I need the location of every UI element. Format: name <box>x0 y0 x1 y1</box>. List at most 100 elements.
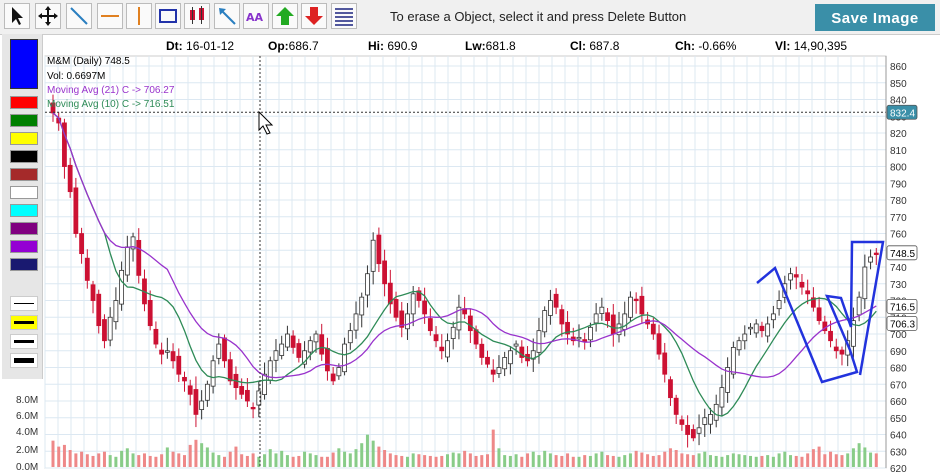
ma21-value-tag: 706.3 <box>886 316 918 331</box>
candle-body <box>805 290 811 295</box>
up-arrow-icon[interactable] <box>272 3 298 29</box>
candle-body <box>90 284 96 301</box>
candle-body <box>387 282 393 305</box>
svg-text:716.5: 716.5 <box>890 302 915 313</box>
color-swatch-white[interactable] <box>10 186 38 199</box>
y-tick-label: 840 <box>890 96 907 107</box>
volume-bar <box>102 451 106 467</box>
save-image-button[interactable]: Save Image <box>815 4 935 31</box>
volume-bar <box>543 450 547 467</box>
color-swatch-brown[interactable] <box>10 168 38 181</box>
volume-bar <box>377 446 381 467</box>
trend-line-icon[interactable] <box>66 3 92 29</box>
volume-bar <box>703 451 707 467</box>
volume-bar <box>405 456 409 467</box>
selected-color-swatch[interactable] <box>10 39 38 89</box>
color-swatch-navy[interactable] <box>10 258 38 271</box>
select-pointer-icon[interactable] <box>4 3 30 29</box>
legend-title: M&M (Daily) 748.5 <box>47 56 130 67</box>
candle-body <box>325 347 330 372</box>
volume-bar <box>783 451 787 467</box>
candle-body <box>599 306 605 314</box>
candle-body <box>536 330 542 353</box>
color-swatch-yellow[interactable] <box>10 132 38 145</box>
vertical-line-icon[interactable] <box>126 3 152 29</box>
volume-bar <box>234 446 238 467</box>
y-tick-label: 680 <box>890 364 907 375</box>
drawn-pattern-line[interactable] <box>756 240 885 384</box>
volume-bar <box>777 453 781 467</box>
candle-body <box>633 298 639 302</box>
candle-body <box>770 313 776 321</box>
horizontal-line-icon[interactable] <box>97 3 123 29</box>
candle-body <box>239 386 245 395</box>
text-tool-icon[interactable]: AA <box>243 3 269 29</box>
volume-bar <box>486 454 490 467</box>
price-chart[interactable]: 8608508408308208108007907807707607507407… <box>0 55 940 473</box>
candle-marker-icon[interactable] <box>184 3 210 29</box>
low-readout: Lw:681.8 <box>465 39 516 53</box>
color-swatch-purple[interactable] <box>10 222 38 235</box>
candle-body <box>765 323 771 337</box>
volume-bar <box>108 455 112 467</box>
volume-bar <box>343 451 347 467</box>
candle-body <box>696 427 702 434</box>
line-style-thin[interactable] <box>10 296 38 311</box>
volume-bar <box>760 455 764 467</box>
volume-bar <box>423 455 427 467</box>
rectangle-icon[interactable] <box>155 3 181 29</box>
fibonacci-lines-icon[interactable] <box>331 3 357 29</box>
candle-body <box>856 296 862 316</box>
candle-body <box>679 419 685 425</box>
volume-bar <box>411 453 415 467</box>
candle-body <box>302 350 307 365</box>
color-swatch-red[interactable] <box>10 96 38 109</box>
volume-bar <box>314 455 318 467</box>
candle-body <box>776 300 782 310</box>
volume-bar <box>291 456 295 467</box>
arrow-line-icon[interactable] <box>214 3 240 29</box>
candle-body <box>342 343 347 373</box>
volume-tick-label: 4.0M <box>16 427 38 438</box>
volume-bar <box>811 449 815 467</box>
candle-body <box>605 312 610 322</box>
line-style-thick-yellow[interactable] <box>10 315 38 330</box>
candle-body <box>79 233 84 255</box>
candle-body <box>307 340 313 353</box>
candle-body <box>136 239 142 276</box>
volume-bar <box>171 451 175 467</box>
volume-bar <box>754 456 758 467</box>
candle-body <box>285 333 290 348</box>
color-swatch-cyan[interactable] <box>10 204 38 217</box>
candle-body <box>656 333 662 355</box>
candle-body <box>433 334 439 342</box>
volume-bar <box>663 451 667 467</box>
color-swatch-violet[interactable] <box>10 240 38 253</box>
volume-bar <box>634 450 638 467</box>
volume-bar <box>434 456 438 467</box>
down-arrow-icon[interactable] <box>301 3 327 29</box>
volume-bar <box>771 456 775 467</box>
volume-bar <box>668 448 672 467</box>
line-style-thick[interactable] <box>10 353 38 368</box>
volume-bar <box>863 447 867 467</box>
color-swatch-black[interactable] <box>10 150 38 163</box>
candle-body <box>376 234 382 265</box>
volume-bar <box>85 454 89 467</box>
volume-bar <box>617 456 621 467</box>
candle-body <box>416 290 422 301</box>
candle-body <box>73 187 79 234</box>
volume-bar <box>182 455 186 467</box>
volume-bar <box>731 453 735 467</box>
color-swatch-green[interactable] <box>10 114 38 127</box>
volume-bar <box>789 455 793 467</box>
volume-bar <box>165 447 169 467</box>
line-style-medium[interactable] <box>10 334 38 349</box>
volume-bar <box>737 454 741 467</box>
candle-body <box>262 373 267 395</box>
candle-body <box>730 347 736 375</box>
candle-body <box>873 252 879 255</box>
move-icon[interactable] <box>35 3 61 29</box>
volume-bar <box>274 453 278 467</box>
candle-body <box>119 269 125 305</box>
